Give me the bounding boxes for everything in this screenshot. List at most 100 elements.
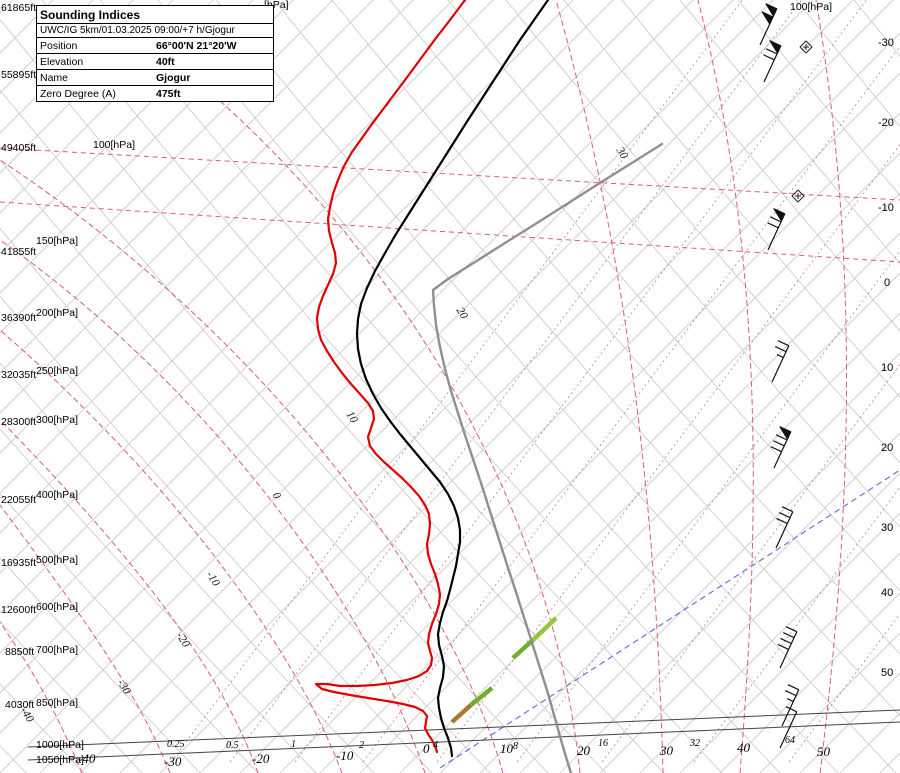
isotherm-line [319,192,900,773]
bottom-temperature-label: 10 [500,741,513,756]
dry-adiabat-line [0,89,607,773]
right-temperature-label: 40 [881,587,894,599]
isotherm-line [719,592,900,773]
info-box-title: Sounding Indices [37,6,273,24]
mixing-ratio-line [516,250,900,763]
info-row-value: 66°00'N 21°20'W [156,40,237,52]
bottom-temperature-label: -20 [252,751,270,766]
altitude-label: 22055ft [1,494,37,506]
pressure-label: 200[hPa] [36,307,79,319]
isotherm-line [559,432,900,773]
wind-barb-tick [781,506,794,513]
wind-barb-pennant [773,208,786,222]
parcel-curve [431,142,664,773]
info-box-subtitle: UWC/IG 5km/01.03.2025 09:00/+7 h/Gjogur [37,24,273,38]
dry-adiabat-line [0,362,375,773]
pressure-label: 250[hPa] [36,365,79,377]
wind-barb-tick [785,626,798,633]
pressure-label: 400[hPa] [36,489,79,501]
layer-highlight-segment [450,703,473,724]
altitude-label: 36390ft [1,312,37,324]
wind-barb-pennant [765,3,778,17]
bottom-temperature-label: 30 [660,743,673,758]
info-row-label: Position [40,40,78,52]
right-temperature-label: -10 [878,202,894,214]
isotherm-line [0,0,534,534]
wind-barb-tick [782,632,795,639]
isotherm-line [0,0,574,574]
bottom-temperature-label: 50 [817,744,830,759]
surface-isobar-line [27,721,900,761]
moist-adiabat-line [0,239,426,773]
isotherm-line [0,0,374,374]
wind-barb-staff [779,711,798,749]
info-box-rows: Position 66°00'N 21°20'W Elevation 40ft Name… [37,38,273,101]
isotherm-line [519,392,900,773]
dry-adiabat-line [737,0,900,197]
dry-adiabat-line [41,0,723,773]
blue-reference-line [439,469,900,769]
pressure-label: 700[hPa] [36,644,79,656]
dry-adiabat-line [273,0,900,717]
isotherm-line [0,0,214,214]
altitude-label: 28300ft [1,416,37,428]
isotherm-line [679,552,900,773]
right-temperature-label: -30 [878,37,894,49]
pressure-label: 150[hPa] [36,235,79,247]
dry-adiabat-line [0,159,549,773]
right-temperature-label: 0 [884,277,891,289]
wind-barb-staff [775,511,794,549]
isotherm-line [0,0,774,773]
isotherm-line [399,272,900,773]
dewpoint-curve [314,0,467,754]
isotherm-line [0,0,414,414]
moist-adiabat-line [0,419,259,773]
wind-barb-tick [780,637,792,645]
info-row-value: 40ft [156,56,175,68]
moist-adiabat-line [0,504,171,773]
altitude-label: 4030ft [5,699,35,711]
isotherm-line [279,152,900,773]
pressure-label: 600[hPa] [36,601,79,613]
dry-adiabat-line [505,0,900,464]
pressure-label: 500[hPa] [36,554,79,566]
altitude-label: 61865ft [1,2,37,14]
bottom-temperature-label: 20 [577,743,590,758]
isotherm-line [0,0,294,294]
info-row-label: Name [40,72,69,84]
moist-adiabat-line [697,0,754,773]
bottom-temperature-label: 40 [737,740,750,755]
info-row: Position 66°00'N 21°20'W [37,38,273,54]
dry-adiabat-line [215,0,897,773]
wind-barb-tick [776,517,788,525]
isotherm-line [79,0,854,773]
significant-level-diamond [799,40,813,54]
info-row: Elevation 40ft [37,54,273,70]
layer-highlight-segment [469,686,494,707]
wind-barb-tick [769,216,782,223]
mixing-ratio-line [436,143,900,763]
wind-barb-tick [767,222,779,229]
wind-barb-tick [765,48,778,55]
pressure-label: 100[hPa] [93,139,136,151]
pressure-label: 300[hPa] [36,414,79,426]
altitude-label: 49405ft [1,142,37,154]
dry-adiabat-line [157,0,839,773]
top-right-pressure-label: 100[hPa] [790,1,833,13]
wind-barb-pennant [779,426,792,440]
dry-adiabat-line [99,0,781,773]
significant-level-diamond [791,189,805,203]
isotherm-line [0,0,134,134]
altitude-label: 16935ft [1,557,37,569]
isotherm-line [0,0,734,734]
dry-adiabat-line [563,0,900,398]
right-temperature-label: 50 [881,667,894,679]
isotherm-line [439,312,900,773]
wind-barb-tick [775,434,788,441]
wind-barb-tick [787,684,800,691]
wind-barb-pennant [761,11,774,25]
altitude-label: 8850ft [5,646,35,658]
isotherm-line [479,352,900,773]
